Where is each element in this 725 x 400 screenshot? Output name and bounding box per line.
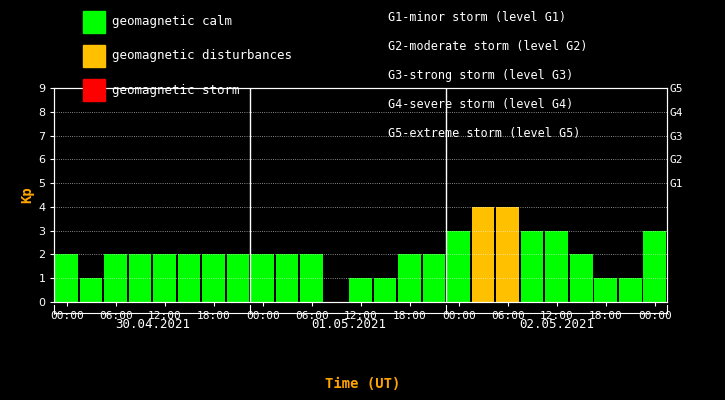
Bar — [399, 254, 421, 302]
Text: geomagnetic storm: geomagnetic storm — [112, 84, 240, 96]
Bar — [545, 231, 568, 302]
Bar — [594, 278, 617, 302]
Bar — [570, 254, 592, 302]
Bar — [80, 278, 102, 302]
Bar — [202, 254, 225, 302]
Bar — [55, 254, 78, 302]
Text: 01.05.2021: 01.05.2021 — [311, 318, 386, 330]
Text: 02.05.2021: 02.05.2021 — [519, 318, 594, 330]
Bar — [619, 278, 642, 302]
Bar — [178, 254, 200, 302]
Bar — [104, 254, 127, 302]
Text: G4-severe storm (level G4): G4-severe storm (level G4) — [388, 98, 573, 111]
Bar — [447, 231, 470, 302]
Text: 30.04.2021: 30.04.2021 — [115, 318, 190, 330]
Text: G2-moderate storm (level G2): G2-moderate storm (level G2) — [388, 40, 587, 53]
Bar — [154, 254, 176, 302]
Bar — [423, 254, 445, 302]
Bar — [521, 231, 544, 302]
Text: G3-strong storm (level G3): G3-strong storm (level G3) — [388, 69, 573, 82]
Text: geomagnetic calm: geomagnetic calm — [112, 16, 233, 28]
Text: G1-minor storm (level G1): G1-minor storm (level G1) — [388, 12, 566, 24]
Bar — [227, 254, 249, 302]
Bar — [374, 278, 397, 302]
Text: geomagnetic disturbances: geomagnetic disturbances — [112, 50, 292, 62]
Y-axis label: Kp: Kp — [20, 187, 34, 203]
Bar — [129, 254, 152, 302]
Text: G5-extreme storm (level G5): G5-extreme storm (level G5) — [388, 127, 580, 140]
Bar — [300, 254, 323, 302]
Text: Time (UT): Time (UT) — [325, 377, 400, 391]
Bar — [252, 254, 274, 302]
Bar — [497, 207, 519, 302]
Bar — [276, 254, 299, 302]
Bar — [349, 278, 372, 302]
Bar — [644, 231, 666, 302]
Bar — [472, 207, 494, 302]
